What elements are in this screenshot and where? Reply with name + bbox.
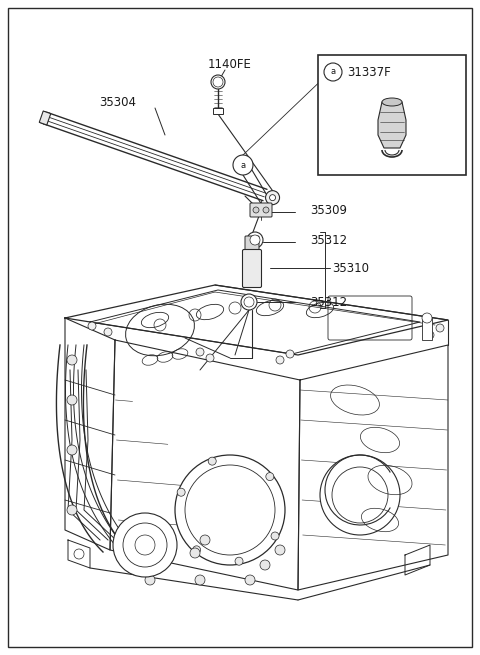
Circle shape	[192, 546, 201, 554]
Circle shape	[233, 155, 253, 175]
Circle shape	[113, 513, 177, 577]
Circle shape	[190, 548, 200, 558]
Circle shape	[265, 191, 279, 204]
Bar	[213, 108, 223, 114]
Circle shape	[271, 532, 279, 540]
Text: 1140FE: 1140FE	[208, 58, 252, 71]
Circle shape	[436, 324, 444, 332]
Circle shape	[175, 455, 285, 565]
Circle shape	[286, 350, 294, 358]
Text: a: a	[330, 67, 336, 77]
Text: a: a	[240, 160, 246, 170]
Circle shape	[241, 294, 257, 310]
Circle shape	[276, 356, 284, 364]
Circle shape	[324, 63, 342, 81]
Bar	[422, 318, 432, 340]
Circle shape	[74, 549, 84, 559]
Polygon shape	[378, 102, 406, 148]
Ellipse shape	[382, 98, 402, 106]
Circle shape	[67, 395, 77, 405]
Circle shape	[67, 445, 77, 455]
Circle shape	[200, 535, 210, 545]
Text: 35304: 35304	[99, 96, 136, 109]
Text: 31337F: 31337F	[347, 66, 391, 79]
Bar	[318, 55, 466, 175]
Circle shape	[104, 328, 112, 336]
Polygon shape	[39, 111, 51, 125]
Circle shape	[208, 457, 216, 465]
Circle shape	[422, 313, 432, 323]
Circle shape	[67, 355, 77, 365]
Circle shape	[260, 560, 270, 570]
Circle shape	[67, 505, 77, 515]
Circle shape	[206, 354, 214, 362]
FancyBboxPatch shape	[242, 250, 262, 288]
Circle shape	[177, 488, 185, 496]
FancyBboxPatch shape	[250, 203, 272, 217]
Circle shape	[195, 575, 205, 585]
Circle shape	[263, 207, 269, 213]
Circle shape	[250, 235, 260, 245]
Circle shape	[247, 232, 263, 248]
Circle shape	[253, 207, 259, 213]
Circle shape	[196, 348, 204, 356]
Circle shape	[88, 322, 96, 330]
Circle shape	[213, 77, 223, 87]
Circle shape	[320, 455, 400, 535]
FancyBboxPatch shape	[245, 236, 259, 252]
Text: 35312: 35312	[310, 233, 347, 246]
Circle shape	[235, 557, 243, 565]
Circle shape	[145, 575, 155, 585]
Circle shape	[211, 75, 225, 89]
Circle shape	[270, 195, 276, 200]
Circle shape	[266, 472, 274, 481]
Circle shape	[275, 545, 285, 555]
Circle shape	[245, 575, 255, 585]
Circle shape	[426, 331, 434, 339]
Text: 35309: 35309	[310, 204, 347, 217]
Text: 35312: 35312	[310, 295, 347, 309]
Circle shape	[244, 297, 254, 307]
Text: 35310: 35310	[332, 261, 369, 274]
